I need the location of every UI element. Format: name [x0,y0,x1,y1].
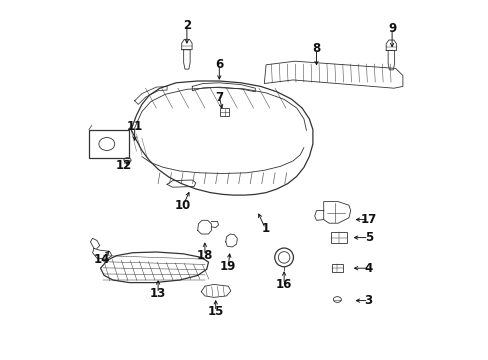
Text: 18: 18 [196,249,213,262]
Text: 6: 6 [215,58,223,71]
Text: 2: 2 [183,19,191,32]
Text: 1: 1 [261,222,269,235]
Text: 13: 13 [150,287,166,300]
Text: 17: 17 [360,213,376,226]
Text: 9: 9 [387,22,395,35]
Text: 16: 16 [275,278,292,291]
Text: 12: 12 [116,159,132,172]
Text: 19: 19 [220,260,236,273]
Bar [331,264,342,272]
Text: 4: 4 [364,262,372,275]
Bar [330,232,346,243]
Text: 14: 14 [94,253,110,266]
Text: 8: 8 [312,42,320,55]
Bar [89,130,128,158]
Text: 5: 5 [364,231,372,244]
Text: 10: 10 [175,199,191,212]
Text: 11: 11 [126,120,142,132]
Text: 7: 7 [215,91,223,104]
Text: 15: 15 [207,305,224,318]
Text: 3: 3 [364,294,372,307]
